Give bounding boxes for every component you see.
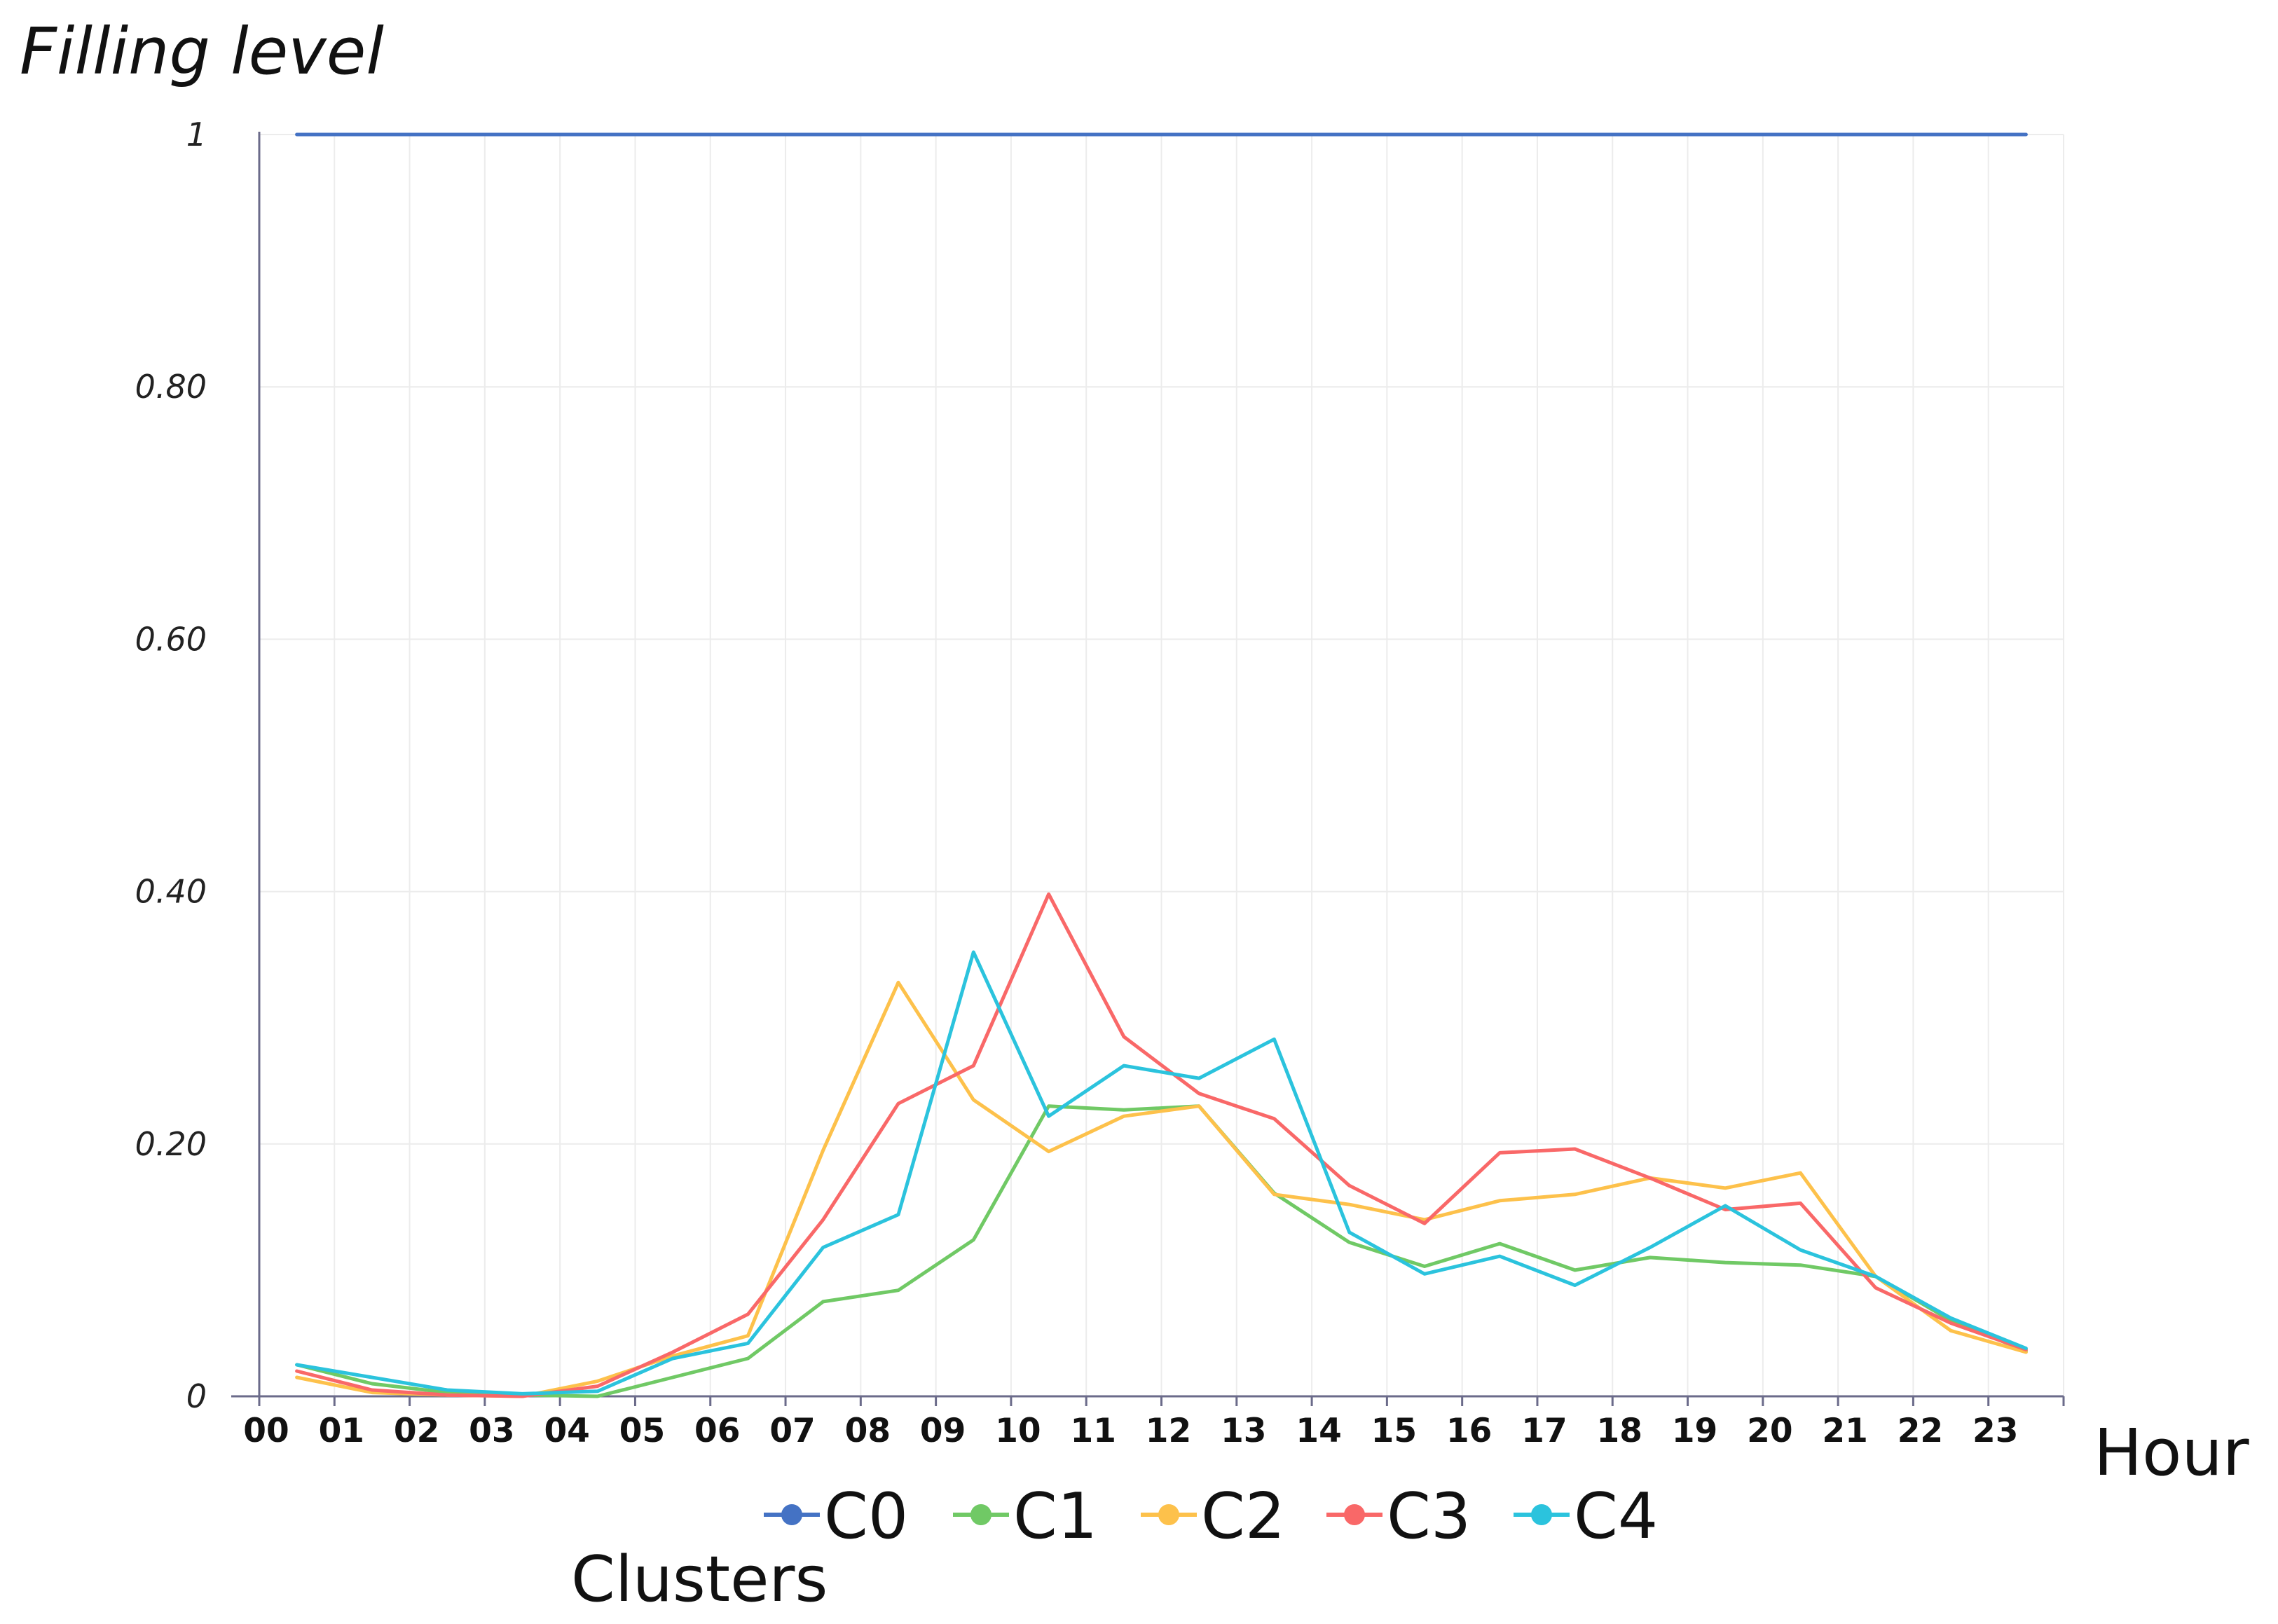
y-axis-label: Filling level bbox=[20, 14, 384, 89]
x-tick-label: 02 bbox=[394, 1412, 439, 1450]
x-tick-label: 14 bbox=[1296, 1412, 1341, 1450]
legend-label-c3: C3 bbox=[1387, 1480, 1471, 1553]
x-tick-label: 06 bbox=[694, 1412, 740, 1450]
series-line-c3 bbox=[295, 892, 2028, 1398]
x-tick-label: 13 bbox=[1221, 1412, 1266, 1450]
x-tick-label: 21 bbox=[1822, 1412, 1867, 1450]
x-tick-label: 16 bbox=[1446, 1412, 1492, 1450]
x-tick-labels: 00 01 02 03 04 05 06 07 08 09 10 11 12 13 14 15 16 17 18 19… bbox=[243, 1412, 2018, 1450]
y-tick-label: 0.40 bbox=[135, 873, 207, 911]
x-tick-label: 17 bbox=[1521, 1412, 1567, 1450]
series-lines bbox=[295, 132, 2028, 1398]
legend-title: Clusters bbox=[571, 1543, 828, 1616]
grid bbox=[259, 134, 2064, 1396]
series-line-c2 bbox=[295, 980, 2028, 1398]
legend-marker-c4 bbox=[1531, 1504, 1552, 1525]
axes bbox=[231, 132, 2065, 1406]
x-tick-label: 05 bbox=[619, 1412, 665, 1450]
y-tick-label: 0.60 bbox=[135, 620, 207, 658]
y-tick-label: 0.80 bbox=[135, 368, 207, 406]
legend-label-c4: C4 bbox=[1574, 1480, 1658, 1553]
legend-label-c0: C0 bbox=[824, 1480, 908, 1553]
x-tick-label: 07 bbox=[769, 1412, 815, 1450]
legend-label-c1: C1 bbox=[1013, 1480, 1097, 1553]
y-tick-labels: 0 0.20 0.40 0.60 0.80 1 bbox=[135, 116, 207, 1415]
legend-marker-c0 bbox=[781, 1504, 802, 1525]
y-tick-label: 1 bbox=[186, 116, 207, 153]
legend-label-c2: C2 bbox=[1201, 1480, 1285, 1553]
x-tick-label: 01 bbox=[319, 1412, 364, 1450]
x-tick-label: 03 bbox=[469, 1412, 514, 1450]
x-axis-label: Hour bbox=[2094, 1415, 2249, 1490]
x-tick-label: 19 bbox=[1672, 1412, 1717, 1450]
y-tick-label: 0 bbox=[186, 1377, 207, 1415]
series-line-c1 bbox=[295, 1104, 2028, 1398]
x-tick-label: 00 bbox=[243, 1412, 289, 1450]
x-tick-label: 12 bbox=[1146, 1412, 1191, 1450]
x-tick-label: 22 bbox=[1898, 1412, 1943, 1450]
series-line-c4 bbox=[295, 950, 2028, 1396]
legend-marker-c3 bbox=[1344, 1504, 1365, 1525]
legend-marker-c2 bbox=[1158, 1504, 1179, 1525]
y-tick-label: 0.20 bbox=[135, 1125, 207, 1163]
x-tick-label: 20 bbox=[1747, 1412, 1792, 1450]
x-tick-label: 08 bbox=[845, 1412, 891, 1450]
x-tick-label: 09 bbox=[920, 1412, 966, 1450]
legend: C0 C1 C2 C3 C4 bbox=[764, 1480, 1658, 1553]
x-tick-label: 23 bbox=[1972, 1412, 2018, 1450]
x-tick-label: 10 bbox=[995, 1412, 1041, 1450]
x-tick-label: 18 bbox=[1597, 1412, 1642, 1450]
x-tick-label: 15 bbox=[1371, 1412, 1417, 1450]
x-tick-label: 04 bbox=[544, 1412, 589, 1450]
legend-marker-c1 bbox=[970, 1504, 992, 1525]
x-tick-label: 11 bbox=[1071, 1412, 1116, 1450]
